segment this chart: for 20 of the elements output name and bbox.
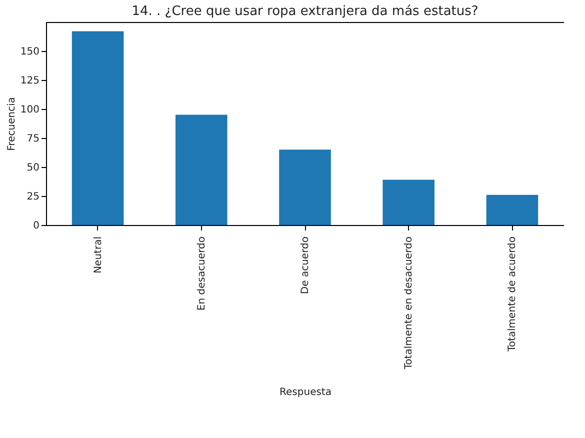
x-tick-label: Totalmente de acuerdo	[507, 236, 518, 353]
y-tick-label: 0	[33, 220, 40, 232]
x-axis-title: Respuesta	[280, 387, 332, 398]
x-tick-label: En desacuerdo	[196, 236, 208, 311]
chart-title: 14. . ¿Cree que usar ropa extranjera da más estatus?	[132, 4, 478, 19]
x-tick-label: De acuerdo	[300, 236, 311, 294]
bar	[279, 150, 331, 225]
x-tick-label: Neutral	[92, 236, 104, 274]
y-tick-label: 50	[26, 162, 40, 174]
y-tick-label: 75	[26, 134, 40, 144]
y-tick-label: 125	[20, 76, 40, 86]
y-tick-label: 100	[20, 104, 40, 116]
bar	[486, 194, 538, 225]
bar	[176, 114, 228, 225]
x-tick-label: Totalmente en desacuerdo	[404, 236, 415, 370]
bar	[382, 180, 434, 225]
y-tick-label: 150	[20, 46, 40, 58]
bar	[72, 31, 124, 225]
y-tick-label: 25	[26, 192, 40, 202]
y-axis-title: Frecuencia	[6, 97, 18, 151]
